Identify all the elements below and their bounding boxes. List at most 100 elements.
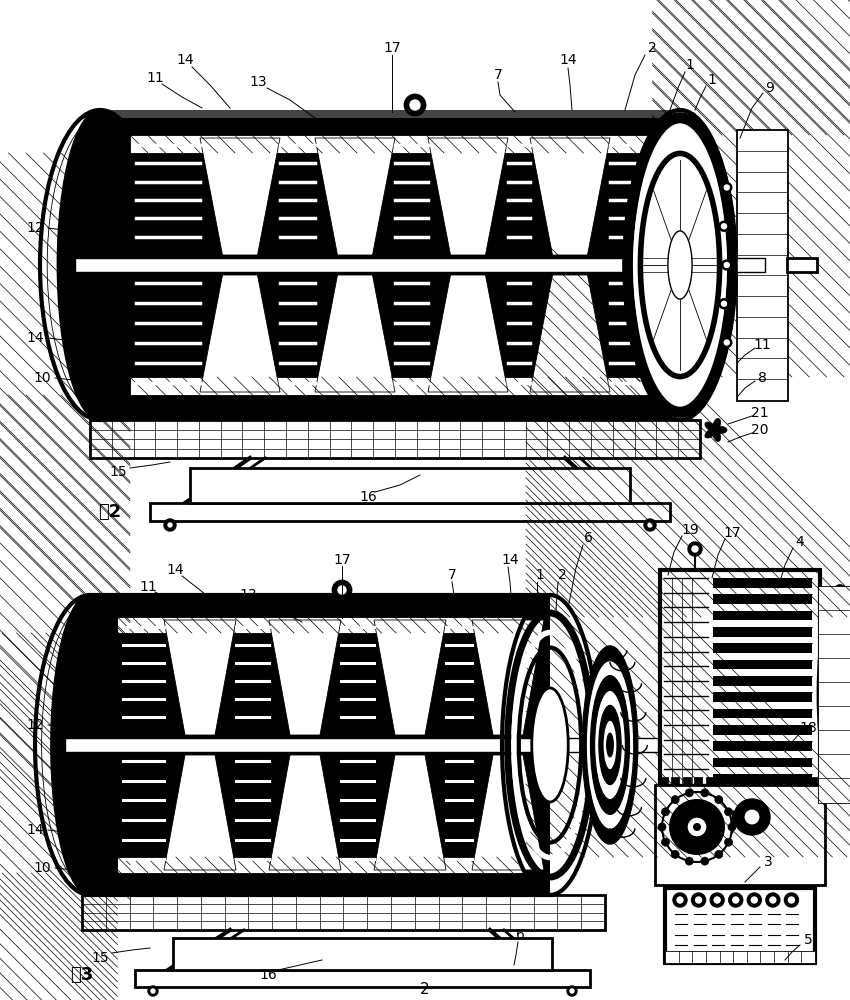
Text: 2: 2 xyxy=(648,41,656,55)
Polygon shape xyxy=(82,110,696,118)
Bar xyxy=(713,594,812,604)
Text: 10: 10 xyxy=(33,371,51,385)
Text: 1: 1 xyxy=(536,568,545,582)
Bar xyxy=(706,777,714,785)
Bar xyxy=(173,938,552,970)
Bar xyxy=(665,888,815,963)
Ellipse shape xyxy=(715,796,722,804)
Bar xyxy=(117,857,526,873)
Polygon shape xyxy=(374,620,446,735)
Text: 17: 17 xyxy=(723,526,741,540)
Text: 17: 17 xyxy=(383,41,401,55)
Text: 7: 7 xyxy=(448,568,456,582)
Ellipse shape xyxy=(661,808,670,816)
Bar xyxy=(117,617,526,633)
Text: 7: 7 xyxy=(494,68,502,82)
Polygon shape xyxy=(374,755,446,870)
Text: 图2: 图2 xyxy=(99,503,122,521)
Ellipse shape xyxy=(644,519,656,531)
Ellipse shape xyxy=(625,110,735,420)
Text: 14: 14 xyxy=(176,53,194,67)
Bar xyxy=(90,420,700,458)
Ellipse shape xyxy=(710,893,724,907)
Text: 16: 16 xyxy=(259,968,277,982)
Ellipse shape xyxy=(714,897,720,903)
Polygon shape xyxy=(530,275,610,392)
Bar xyxy=(713,611,812,620)
Text: 19: 19 xyxy=(681,523,699,537)
Ellipse shape xyxy=(661,838,670,846)
Bar xyxy=(100,110,680,420)
Text: 10: 10 xyxy=(33,861,51,875)
Bar xyxy=(65,738,658,752)
Bar xyxy=(75,258,765,272)
Bar xyxy=(713,758,812,767)
Ellipse shape xyxy=(785,893,798,907)
Text: 4: 4 xyxy=(796,535,804,549)
Text: 20: 20 xyxy=(751,423,768,437)
Ellipse shape xyxy=(728,893,743,907)
Ellipse shape xyxy=(168,523,172,527)
Bar xyxy=(82,895,605,930)
Bar xyxy=(737,130,787,400)
Ellipse shape xyxy=(733,897,739,903)
Bar xyxy=(130,377,653,395)
Bar xyxy=(150,503,670,521)
Text: 13: 13 xyxy=(239,588,257,602)
Ellipse shape xyxy=(668,231,692,299)
Bar xyxy=(785,777,794,785)
Text: 14: 14 xyxy=(167,563,184,577)
Ellipse shape xyxy=(658,823,666,831)
Bar xyxy=(774,777,782,785)
Polygon shape xyxy=(472,620,544,735)
Text: 17: 17 xyxy=(333,553,351,567)
Ellipse shape xyxy=(595,690,626,800)
Bar xyxy=(130,135,653,153)
Ellipse shape xyxy=(648,523,652,527)
Bar xyxy=(713,643,812,653)
Ellipse shape xyxy=(728,823,736,831)
Text: 21: 21 xyxy=(751,406,768,420)
Polygon shape xyxy=(315,138,395,255)
Ellipse shape xyxy=(685,789,694,797)
Bar xyxy=(90,595,550,895)
Ellipse shape xyxy=(705,429,716,438)
Text: 16: 16 xyxy=(359,490,377,504)
Ellipse shape xyxy=(713,418,721,430)
Text: 15: 15 xyxy=(91,951,109,965)
Ellipse shape xyxy=(151,989,155,993)
Text: 3: 3 xyxy=(763,855,773,869)
Bar xyxy=(660,777,668,785)
Bar xyxy=(713,790,812,800)
Bar xyxy=(655,785,825,885)
Ellipse shape xyxy=(719,221,729,231)
Ellipse shape xyxy=(724,185,729,190)
Ellipse shape xyxy=(713,430,721,442)
Ellipse shape xyxy=(789,897,795,903)
Ellipse shape xyxy=(818,585,850,802)
Ellipse shape xyxy=(669,799,725,855)
Ellipse shape xyxy=(567,986,577,996)
Bar xyxy=(713,823,812,833)
Text: 18: 18 xyxy=(799,721,817,735)
Ellipse shape xyxy=(586,661,634,829)
Ellipse shape xyxy=(722,338,732,348)
Ellipse shape xyxy=(582,646,638,844)
Ellipse shape xyxy=(705,422,716,431)
Bar xyxy=(135,970,590,987)
Polygon shape xyxy=(200,138,280,255)
Ellipse shape xyxy=(410,100,420,110)
Ellipse shape xyxy=(724,262,729,267)
Bar xyxy=(737,130,787,400)
Ellipse shape xyxy=(693,823,701,831)
Polygon shape xyxy=(164,620,236,735)
Ellipse shape xyxy=(700,857,709,865)
Polygon shape xyxy=(269,620,341,735)
Text: 6: 6 xyxy=(516,928,524,942)
Text: 5: 5 xyxy=(803,933,813,947)
Bar xyxy=(751,777,759,785)
Bar xyxy=(717,777,725,785)
Ellipse shape xyxy=(685,857,694,865)
Bar xyxy=(694,777,702,785)
Polygon shape xyxy=(269,755,341,870)
